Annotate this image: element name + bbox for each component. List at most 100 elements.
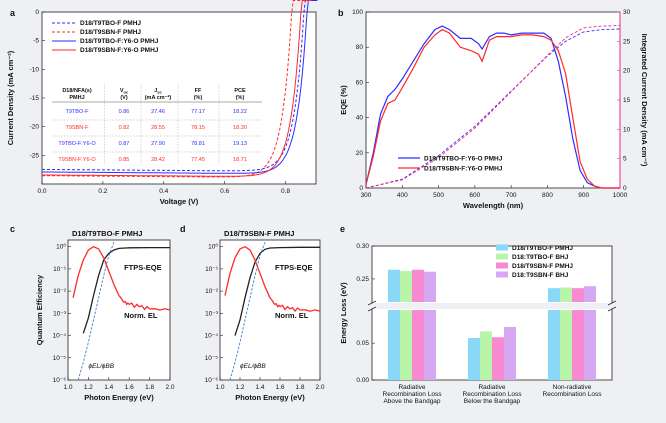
y-tick-label-c: 10⁻¹ <box>53 266 67 273</box>
table-header: (%) <box>194 95 203 101</box>
chart-b: 300 400 500 600 700 800 900 1000020406080100051… <box>339 9 649 210</box>
table-cell: 19.13 <box>233 141 247 147</box>
y-tick-label-e: 0.30 <box>356 243 369 250</box>
y-tick-label-c: 10⁻⁵ <box>53 355 67 362</box>
legend-label-a: D18/T9SBN-F PMHJ <box>80 29 141 36</box>
table-cell: 0.82 <box>119 125 130 131</box>
y-tick-label-c: 10⁻² <box>53 288 67 295</box>
bar-e <box>412 269 424 302</box>
bar-e <box>468 338 480 380</box>
table-header-sub: oc <box>124 90 129 95</box>
category-label-e: Above the Bandgap <box>383 398 440 405</box>
series-line-d <box>224 245 321 313</box>
y-axis-label-e: Energy Loss (eV) <box>339 282 348 344</box>
table-header: D18/NFA(s) <box>62 88 92 94</box>
label-ratio-d: ϕEL/ϕBB <box>240 363 266 370</box>
x-tick-label-a: 0.6 <box>220 188 229 195</box>
y-tick-label-c: 10⁻⁴ <box>53 333 67 340</box>
x-tick-label-d: 1.8 <box>295 384 304 391</box>
integrated-line-b <box>365 28 621 189</box>
category-label-e: Non-radiative <box>553 384 592 391</box>
table-header-sub: sc <box>157 90 162 95</box>
x-tick-label-c: 1.4 <box>104 384 113 391</box>
y-tick-label-a: -5 <box>33 38 39 45</box>
panel-label-e: e <box>340 224 345 234</box>
table-cell: 78.81 <box>191 141 205 147</box>
x-tick-label-a: 0.0 <box>37 188 46 195</box>
bar-e <box>572 288 584 302</box>
panel-label-d: d <box>180 224 186 234</box>
legend-label-a: D18/T9SBN-F:Y6-O PMHJ <box>80 47 159 54</box>
panel-label-a: a <box>10 8 16 18</box>
x-tick-label-d: 2.0 <box>315 384 324 391</box>
series-line-c <box>72 245 171 311</box>
y-tick-label-b: 20 <box>356 150 364 157</box>
legend-label-e: D18/T9SBN-F PMHJ <box>512 263 573 270</box>
y-axis-label-b: EQE (%) <box>339 85 348 115</box>
legend-swatch-e <box>496 244 508 251</box>
bar-e <box>548 310 560 380</box>
label-ftps-eqe-d: FTPS-EQE <box>275 263 313 272</box>
x-tick-label-d: 1.4 <box>255 384 264 391</box>
chart-title-d: D18/T9SBN-F PMHJ <box>224 229 294 238</box>
y-tick-label-d: 10⁻² <box>205 288 219 295</box>
series-line-a <box>41 0 312 177</box>
legend-label-a: D18/T9TBO-F:Y6-O PMHJ <box>80 38 159 45</box>
table-header-unit: (V) <box>120 95 128 101</box>
bar-e <box>584 310 596 380</box>
y-tick-label-e: 0.05 <box>356 340 369 347</box>
panel-label-b: b <box>338 8 344 18</box>
table-cell: 18.71 <box>233 157 247 163</box>
table-header: Jsc <box>154 88 162 95</box>
x-tick-label-c: 1.6 <box>125 384 134 391</box>
table-cell: 77.17 <box>191 109 205 115</box>
axis-break-mark <box>607 300 617 312</box>
table-cell: 0.86 <box>119 109 130 115</box>
legend-swatch-e <box>496 253 508 260</box>
table-cell: T9TBO-F:Y6-O <box>58 141 96 147</box>
table-cell: 0.85 <box>119 157 130 163</box>
table-cell: 77.45 <box>191 157 205 163</box>
x-tick-label-a: 0.2 <box>98 188 107 195</box>
label-ratio-c: ϕEL/ϕBB <box>88 363 114 370</box>
y2-tick-label-b: 20 <box>623 68 631 75</box>
chart-e: 0.25 0.30 0.00 0.05 Energy Loss (eV) Radiativ… <box>339 243 617 405</box>
y-tick-label-e: 0.00 <box>356 377 369 384</box>
bar-e <box>560 287 572 302</box>
chart-c: D18/T9TBO-F PMHJ 1.0 1.2 1.4 1.6 1.8 2.0 10⁰ 10⁻… <box>35 229 175 402</box>
x-tick-label-a: 0.8 <box>281 188 290 195</box>
y-tick-label-d: 10⁻⁶ <box>205 377 219 384</box>
table-cell: 18.30 <box>233 125 247 131</box>
x-tick-label-b: 800 <box>542 192 553 199</box>
x-tick-label-b: 900 <box>578 192 589 199</box>
y-tick-label-d: 10⁻⁵ <box>205 355 219 362</box>
table-header-unit: (mA cm⁻²) <box>145 94 172 101</box>
x-tick-label-d: 1.2 <box>235 384 244 391</box>
y2-tick-label-b: 5 <box>623 156 627 163</box>
bar-e <box>480 331 492 380</box>
y-tick-label-d: 10⁻¹ <box>205 266 219 273</box>
category-label-e: Recombination Loss <box>383 391 443 398</box>
y-tick-label-e: 0.25 <box>356 276 369 283</box>
x-tick-label-b: 400 <box>397 192 408 199</box>
axis-break-gap <box>370 303 614 309</box>
table-header: Voc <box>120 88 129 95</box>
category-label-e: Radiative <box>478 384 505 391</box>
table-header: (%) <box>236 95 245 101</box>
x-axis-label-b: Wavelength (nm) <box>463 201 524 210</box>
bar-e <box>572 310 584 380</box>
y-tick-label-d: 10⁻⁴ <box>205 333 219 340</box>
axis-break-mark <box>367 300 377 312</box>
label-norm-el-d: Norm. EL <box>275 311 309 320</box>
series-line-a <box>42 0 315 172</box>
legend-label-a: D18/T9TBO-F PMHJ <box>80 20 141 27</box>
x-tick-label-c: 2.0 <box>165 384 174 391</box>
y-tick-label-d: 10⁻³ <box>205 310 219 317</box>
y2-axis-label-b: Integrated Current Density (mA cm⁻²) <box>640 34 649 167</box>
x-axis-label-d: Photon Energy (eV) <box>235 393 305 402</box>
bar-e <box>412 310 424 380</box>
x-tick-label-d: 1.0 <box>215 384 224 391</box>
y2-tick-label-b: 30 <box>623 9 631 16</box>
table-cell: 0.87 <box>119 141 130 147</box>
legend-label-e: D18/T9TBO-F PMHJ <box>512 245 573 252</box>
